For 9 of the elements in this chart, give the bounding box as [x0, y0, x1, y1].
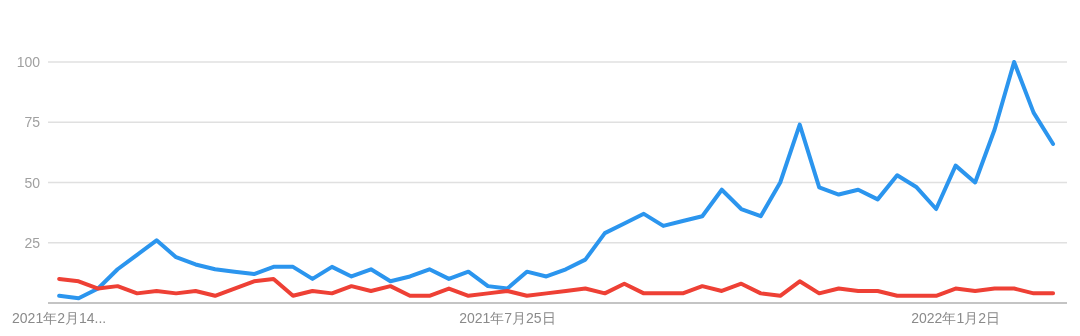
y-tick-label: 50 — [24, 174, 41, 191]
y-tick-label: 25 — [24, 234, 41, 251]
y-tick-label: 75 — [24, 114, 41, 131]
x-tick-label: 2021年7月25日 — [459, 310, 556, 326]
line-series — [57, 276, 1056, 298]
line-series — [57, 60, 1056, 301]
x-tick-label: 2022年1月2日 — [911, 310, 1000, 326]
x-tick-label: 2021年2月14... — [12, 310, 107, 326]
y-tick-label: 100 — [16, 54, 41, 70]
